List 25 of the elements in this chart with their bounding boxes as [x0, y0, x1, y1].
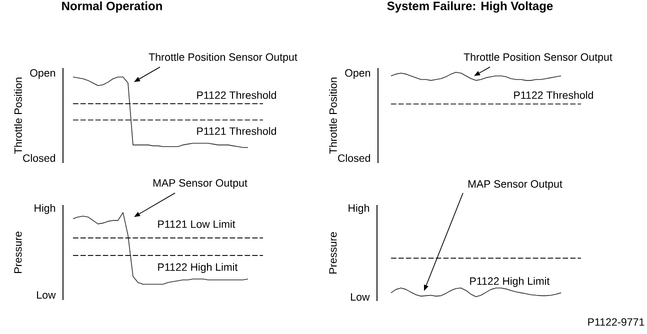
text: Throttle Position Sensor Output: [148, 53, 298, 63]
text: Throttle Position Sensor Output: [464, 53, 612, 63]
text: Open: [345, 69, 370, 79]
text: MAP Sensor Output: [468, 180, 562, 190]
ref-line-label: P1122 High Limit: [158, 263, 238, 273]
text: MAP Sensor Output: [153, 179, 248, 189]
y-axis-title: Throttle Position: [329, 78, 337, 154]
ref-line-label: P1122 High Limit: [470, 277, 550, 287]
text: High: [348, 204, 370, 214]
chart-title: Normal Operation: [62, 1, 162, 13]
ref-line-label: P1122 Threshold: [514, 91, 594, 99]
text: P1122-9771: [588, 318, 644, 326]
chart-title: System Failure: High Voltage: [387, 1, 553, 13]
text: Low: [351, 293, 370, 301]
text: Closed: [23, 154, 56, 162]
y-axis-title: Pressure: [329, 232, 337, 274]
text: Closed: [338, 154, 370, 162]
ref-line-label: P1121 Threshold: [197, 127, 276, 135]
y-axis-title: Pressure: [14, 232, 22, 273]
legend-label: P1121 Low Limit: [158, 220, 236, 228]
text: High: [34, 204, 56, 214]
ref-line-label: P1122 Threshold: [197, 91, 276, 99]
text: Open: [30, 69, 56, 79]
y-axis-title: Throttle Position: [14, 78, 22, 154]
text: Low: [37, 291, 56, 299]
